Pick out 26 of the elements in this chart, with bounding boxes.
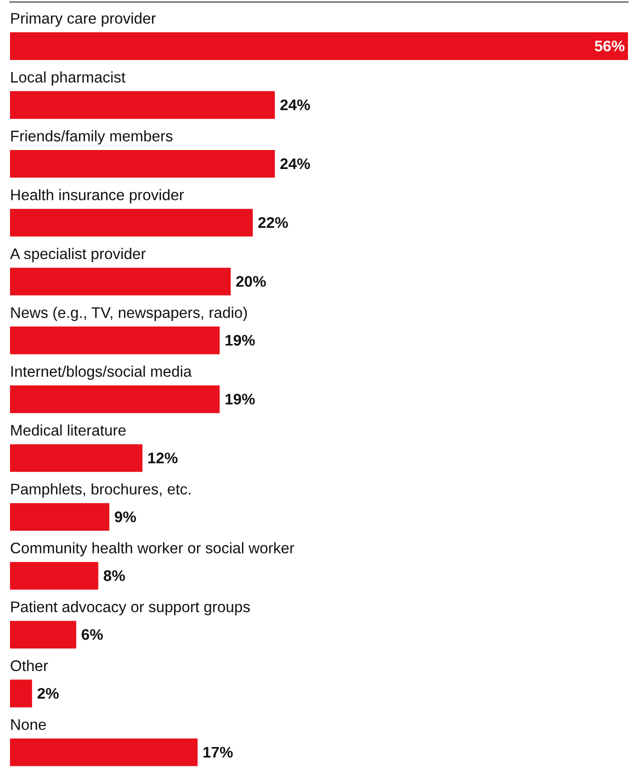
y-tick-label: None	[11, 719, 46, 730]
data-label: 19%	[226, 334, 255, 346]
y-tick-label: Pamphlets, brochures, etc.	[11, 483, 190, 498]
y-tick-label: Patient advocacy or support groups	[11, 601, 250, 616]
data-label: 6%	[82, 629, 103, 640]
y-tick-label: Primary care provider	[11, 12, 156, 27]
y-tick-label: Medical literature	[11, 424, 126, 436]
data-label: 22%	[258, 217, 288, 228]
data-label: 19%	[226, 394, 255, 405]
y-tick-label: News (e.g., TV, newspapers, radio)	[11, 306, 247, 322]
y-tick-label: Health insurance provider	[11, 189, 184, 204]
data-label: 20%	[236, 276, 266, 287]
y-tick-label: Other	[10, 660, 48, 672]
data-label: 56%	[594, 40, 625, 52]
data-label: 8%	[104, 570, 125, 582]
data-label: 24%	[280, 99, 310, 110]
y-tick-label: Friends/family members	[11, 130, 172, 144]
data-label: 24%	[280, 158, 310, 170]
data-label: 17%	[204, 746, 233, 758]
y-tick-label: Local pharmacist	[11, 71, 126, 86]
y-tick-label: Internet/blogs/social media	[11, 366, 192, 380]
data-label: 9%	[114, 511, 136, 522]
data-label: 12%	[148, 452, 178, 464]
y-tick-label: A specialist provider	[10, 248, 146, 262]
data-label: 2%	[38, 688, 59, 699]
y-tick-label: Community health worker or social worker	[10, 542, 294, 556]
